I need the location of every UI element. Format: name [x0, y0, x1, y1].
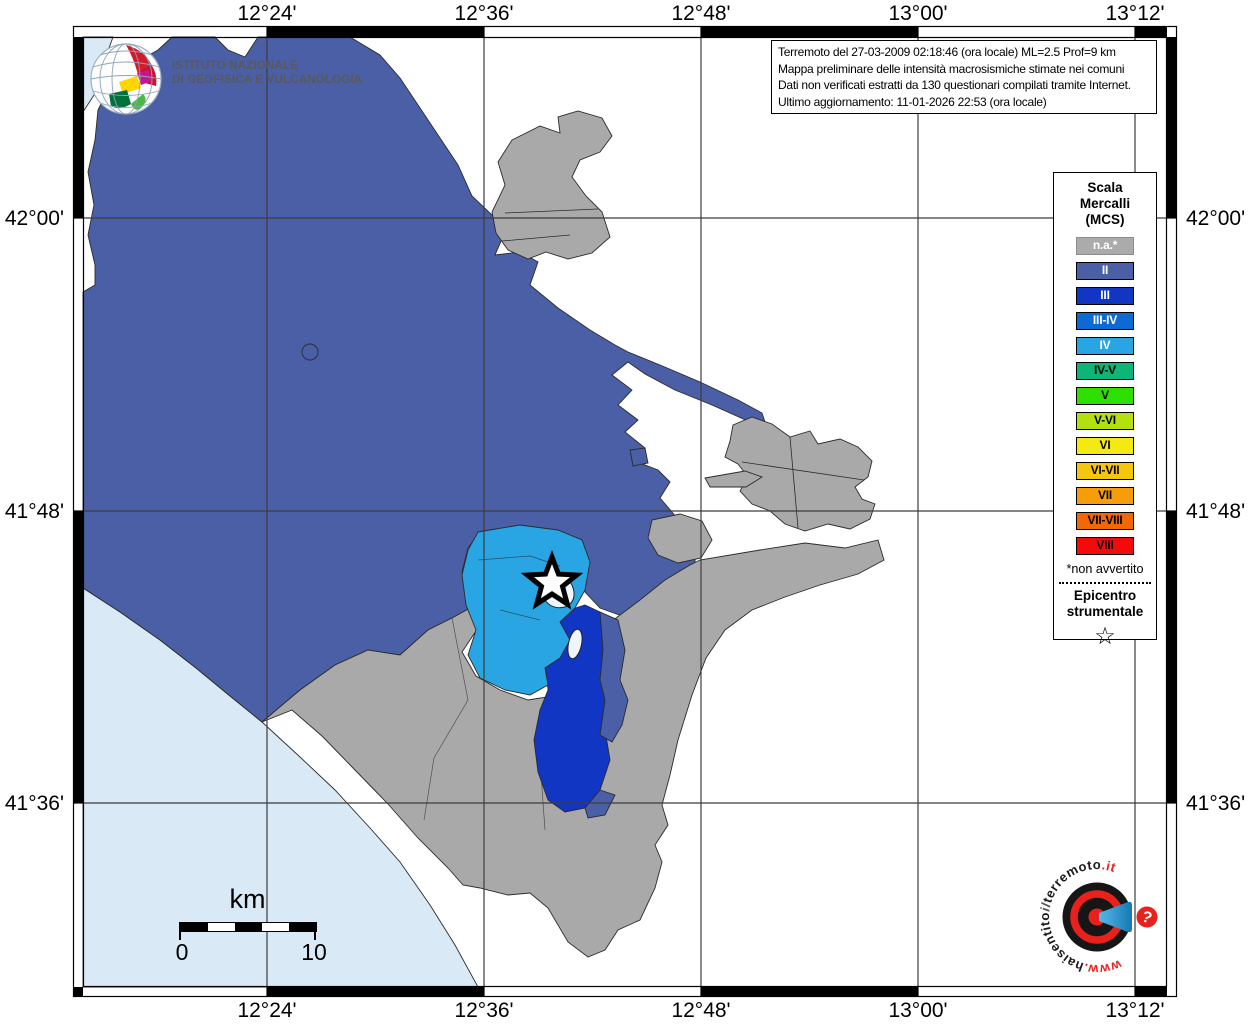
scale-label-start: 0 [175, 939, 189, 965]
na-top-cluster-borders [501, 208, 599, 242]
axis-label-top-4: 13°12' [1105, 2, 1165, 25]
ingv-globe-grid [90, 43, 162, 115]
region-intensity-ii-small-north [629, 447, 649, 467]
lake-albano [567, 628, 583, 660]
ingv-globe-yellow-patch [119, 76, 141, 94]
axis-label-bottom-1: 12°36' [454, 999, 514, 1022]
axis-label-bottom-2: 12°48' [671, 999, 731, 1022]
legend-swatch-iv: IV [1076, 337, 1134, 355]
scale-segment [235, 923, 262, 931]
axis-label-bottom-4: 13°12' [1105, 999, 1165, 1022]
watermark-question-badge: ? [1136, 906, 1158, 928]
legend-swatch-label: V [1101, 388, 1109, 402]
legend-swatch-v-vi: V-VI [1076, 412, 1134, 430]
legend-swatch-label: IV-V [1094, 363, 1116, 377]
axis-label-right-0: 42°00' [1186, 207, 1246, 230]
watermark-il: il [1037, 901, 1053, 913]
legend-swatch-iii-iv: III-IV [1076, 312, 1134, 330]
map-frame [72, 25, 1178, 998]
scale-segment [289, 923, 316, 931]
axis-label-right-1: 41°48' [1186, 500, 1246, 523]
legend-epicenter-line2: strumentale [1066, 604, 1144, 619]
haisentito-watermark-logo: ? www.haisentitoilterremoto.it [1037, 857, 1158, 978]
legend-swatch-iii: III [1076, 287, 1134, 305]
legend-swatch-label: IV [1099, 338, 1111, 352]
scale-segment [262, 923, 289, 931]
legend-swatch-vi-vii: VI-VII [1076, 462, 1134, 480]
legend-swatches: n.a.* II III III-IV IV IV-V V V-VI VI VI… [1054, 237, 1156, 555]
scale-tick-end [314, 922, 316, 940]
axis-label-left-0: 42°00' [4, 207, 64, 230]
earthquake-info-box: Terremoto del 27-03-2009 02:18:46 (ora l… [771, 40, 1157, 115]
scale-label-end: 10 [301, 939, 327, 965]
legend-swatch-label: VII-VIII [1087, 513, 1123, 527]
axis-label-left-1: 41°48' [4, 500, 64, 523]
legend-epicenter-label: Epicentro strumentale [1054, 588, 1156, 620]
scale-tick-start [179, 922, 181, 940]
axis-label-top-1: 12°36' [454, 2, 514, 25]
legend-swatch-label: VII [1097, 488, 1113, 502]
legend-swatch-vii-viii: VII-VIII [1076, 512, 1134, 530]
legend-swatch-label: VIII [1096, 538, 1114, 552]
legend-title: Scala Mercalli (MCS) [1054, 180, 1156, 228]
info-line-event: Terremoto del 27-03-2009 02:18:46 (ora l… [778, 45, 1116, 59]
scale-segment [208, 923, 235, 931]
info-line-update: Ultimo aggiornamento: 11-01-2026 22:53 (… [778, 94, 1047, 109]
info-line-data: Dati non verificati estratti da 130 ques… [778, 78, 1131, 93]
na-east-cluster-borders [741, 436, 865, 529]
legend-swatch-label: VI-VII [1090, 463, 1120, 477]
epicenter-star-marker [520, 549, 584, 610]
legend-swatch-na: n.a.* [1076, 237, 1134, 255]
ingv-text-line1: ISTITUTO NAZIONALE [172, 60, 299, 72]
legend-title-line2: Mercalli [1079, 196, 1131, 211]
region-intensity-ii-south-of-iii [584, 789, 616, 819]
legend-swatch-label: III [1100, 288, 1110, 302]
legend-title-line3: (MCS) [1085, 212, 1125, 227]
lake-outline-small [301, 343, 319, 361]
axis-label-top-2: 12°48' [671, 2, 731, 25]
scale-bar-unit: km [229, 884, 266, 914]
watermark-www: www. [1082, 957, 1125, 978]
legend-divider [1059, 582, 1151, 584]
info-line-map: Mappa preliminare delle intensità macros… [778, 61, 1125, 76]
intensity-legend: Scala Mercalli (MCS) n.a.* II III III-IV… [1053, 172, 1157, 650]
legend-swatch-ii: II [1076, 262, 1134, 280]
legend-swatch-label: II [1101, 263, 1109, 277]
legend-title-line1: Scala [1087, 180, 1123, 195]
legend-swatch-vi: VI [1076, 437, 1134, 455]
axis-label-right-2: 41°36' [1186, 792, 1246, 815]
axis-label-left-2: 41°36' [4, 792, 64, 815]
watermark-speaker-cone [1099, 901, 1132, 933]
axis-label-top-3: 13°00' [888, 2, 948, 25]
legend-swatch-vii: VII [1076, 487, 1134, 505]
ingv-logo-text: ISTITUTO NAZIONALE DI GEOFISICA E VULCAN… [172, 60, 362, 87]
legend-swatch-label: III-IV [1092, 313, 1118, 327]
region-intensity-ii-east-of-iii [599, 611, 629, 743]
axis-label-bottom-0: 12°24' [237, 999, 297, 1022]
scale-bar-segments [180, 922, 317, 932]
region-na-sliver [704, 470, 764, 488]
ingv-text-line2: DI GEOFISICA E VULCANOLOGIA [172, 73, 363, 86]
ingv-logo-globe [90, 43, 162, 115]
axis-label-top-0: 12°24' [237, 2, 297, 25]
legend-swatch-label: n.a.* [1092, 238, 1118, 252]
region-na-top-cluster [491, 110, 613, 260]
ingv-globe-magenta-patch [137, 70, 152, 85]
epicenter-star-icon: ☆ [1094, 623, 1116, 650]
legend-swatch-v: V [1076, 387, 1134, 405]
legend-swatch-viii: VIII [1076, 537, 1134, 555]
scale-segment [181, 923, 208, 931]
legend-swatch-iv-v: IV-V [1076, 362, 1134, 380]
legend-swatch-label: V-VI [1094, 413, 1116, 427]
legend-swatch-label: VI [1099, 438, 1111, 452]
legend-footnote: *non avvertito [1066, 562, 1144, 576]
axis-label-bottom-3: 13°00' [888, 999, 948, 1022]
legend-epicenter-line1: Epicentro [1073, 588, 1137, 603]
watermark-it: .it [1101, 857, 1118, 875]
